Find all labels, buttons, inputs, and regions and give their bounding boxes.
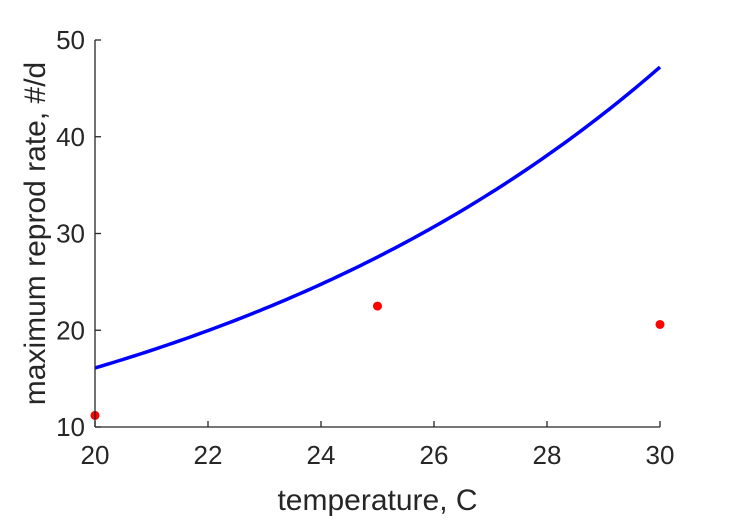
model-curve [94, 65, 662, 370]
x-tick-label: 28 [533, 440, 562, 470]
x-tick-label: 26 [420, 440, 449, 470]
axes [94, 40, 660, 428]
x-axis-label: temperature, C [277, 484, 477, 517]
y-tick-label: 10 [56, 412, 85, 442]
x-tick-label: 20 [81, 440, 110, 470]
data-point [655, 319, 665, 329]
y-axis-label: maximum reprod rate, #/d [19, 62, 52, 405]
plot-area [90, 65, 665, 420]
x-tick-label: 24 [307, 440, 336, 470]
y-tick-label: 20 [56, 315, 85, 345]
x-tick-label: 22 [194, 440, 223, 470]
y-tick-label: 50 [56, 25, 85, 55]
y-tick-label: 40 [56, 122, 85, 152]
x-tick-label: 30 [646, 440, 675, 470]
y-tick-label: 30 [56, 219, 85, 249]
data-point [373, 301, 382, 311]
